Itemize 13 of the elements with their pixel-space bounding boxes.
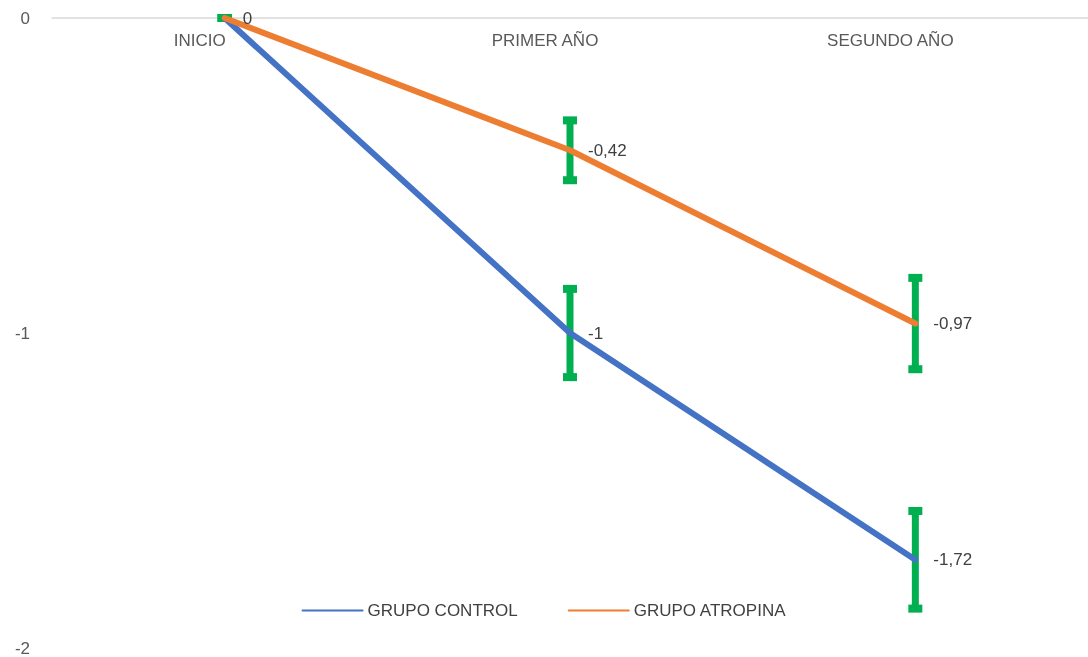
x-tick-label: SEGUNDO AÑO [827, 31, 954, 50]
x-tick-label: PRIMER AÑO [491, 31, 599, 50]
x-tick-label: INICIO [173, 31, 226, 50]
legend-label: GRUPO CONTROL [367, 601, 518, 620]
y-tick-label: -1 [14, 323, 30, 343]
legend-label: GRUPO ATROPINA [633, 601, 787, 620]
data-label: -1 [588, 323, 604, 343]
data-label: 0 [242, 8, 253, 28]
data-label: -0,97 [933, 314, 973, 334]
y-tick-label: 0 [20, 8, 30, 28]
data-label: -1,72 [933, 550, 973, 570]
y-tick-label: -2 [14, 638, 30, 657]
data-label: -0,42 [588, 140, 627, 160]
